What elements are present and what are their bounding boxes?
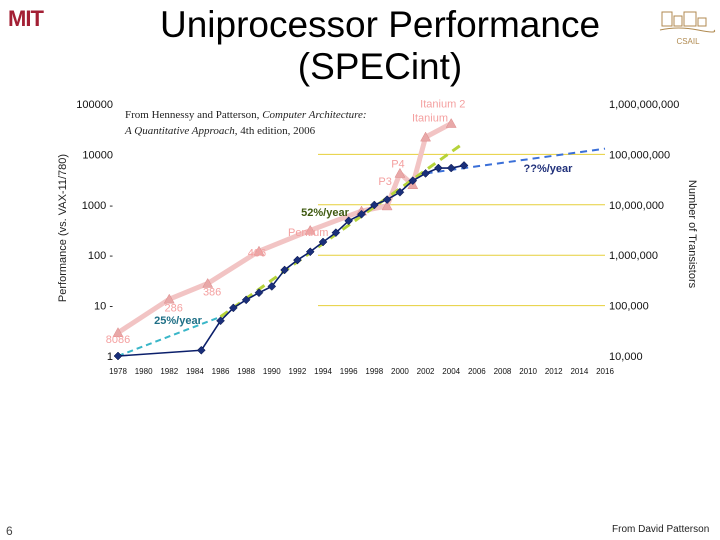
performance-point (113, 351, 123, 361)
performance-point (369, 200, 379, 210)
transistor-point (445, 118, 457, 128)
trend-label: 52%/year (301, 207, 349, 219)
mit-logo: MIT (8, 6, 44, 31)
y-tick-label: 10000 (82, 149, 113, 161)
x-tick-label: 2002 (417, 367, 435, 376)
x-tick-label: 1980 (135, 367, 153, 376)
trend-label: ??%/year (524, 163, 574, 175)
processor-label: 486 (248, 247, 266, 259)
y2-axis-label: Number of Transistors (686, 180, 698, 289)
y2-tick-label: 10,000 (609, 351, 643, 363)
x-tick-label: 2008 (494, 367, 512, 376)
series (112, 118, 606, 361)
y-tick-label: 100 - (88, 250, 113, 262)
csail-logo: CSAIL (659, 11, 716, 46)
page-number: 6 (6, 524, 13, 538)
y2-tick-label: 1,000,000 (609, 250, 658, 262)
performance-point (254, 288, 264, 298)
x-tick-label: 1978 (109, 367, 127, 376)
processor-label: Itanium 2 (420, 99, 465, 111)
transistor-point (420, 131, 432, 142)
processor-label: 286 (164, 303, 182, 315)
y2-tick-label: 100,000 (609, 301, 649, 313)
svg-text:CSAIL: CSAIL (676, 37, 700, 46)
y-tick-label: 10 - (94, 301, 113, 313)
processor-label: Itanium (412, 112, 448, 124)
performance-point (434, 163, 443, 173)
performance-point (421, 169, 430, 178)
x-tick-label: 2016 (596, 367, 614, 376)
title-line-2: (SPECint) (297, 46, 463, 87)
title-line-1: Uniprocessor Performance (159, 4, 601, 45)
performance-point (446, 163, 456, 173)
x-tick-label: 2006 (468, 367, 486, 376)
x-tick-label: 1984 (186, 367, 204, 376)
performance-point (357, 209, 366, 219)
processor-label: 386 (203, 286, 221, 298)
y-axis-label: Performance (vs. VAX-11/780) (57, 154, 69, 302)
transistor-point (381, 200, 393, 211)
performance-point (305, 247, 315, 257)
citation-line-2: A Quantitative Approach, 4th edition, 20… (124, 125, 316, 137)
x-tick-label: 1986 (212, 367, 230, 376)
performance-point (395, 187, 405, 197)
y2-tick-label: 1,000,000,000 (609, 99, 679, 111)
transistor-point (163, 293, 175, 304)
performance-point (459, 161, 469, 170)
trend-future-line (425, 147, 606, 175)
performance-point (344, 216, 354, 226)
processor-label: P4 (391, 158, 404, 170)
x-tick-label: 1998 (365, 367, 383, 376)
performance-point (280, 265, 289, 275)
x-tick-label: 1990 (263, 367, 281, 376)
y-tick-label: 1000 - (82, 200, 114, 212)
transistor-point (253, 245, 265, 256)
credit-text: From David Patterson (612, 524, 710, 535)
trend-52-line (219, 141, 465, 319)
performance-point (196, 345, 206, 355)
y-tick-label: 1 (107, 351, 113, 363)
transistor-point (202, 277, 214, 288)
x-tick-label: 1996 (340, 367, 358, 376)
transistor-point (394, 167, 406, 178)
x-tick-label: 1994 (314, 367, 332, 376)
citation-line-1: From Hennessy and Patterson, Computer Ar… (125, 109, 367, 121)
performance-point (241, 295, 251, 305)
performance-point (331, 228, 341, 238)
performance-point (382, 195, 392, 204)
performance-point (216, 316, 225, 326)
x-tick-label: 1992 (289, 367, 307, 376)
x-tick-label: 2012 (545, 367, 563, 376)
x-tick-label: 2010 (519, 367, 537, 376)
gridlines (318, 153, 605, 307)
axes: 1 10 - 100 - 1000 - 10000 100000 10,000 100,000… (76, 99, 679, 376)
x-tick-label: 2004 (442, 367, 460, 376)
x-tick-label: 2000 (391, 367, 409, 376)
processor-label: Pentium (288, 227, 328, 239)
transistor-point (112, 327, 124, 337)
y2-tick-label: 10,000,000 (609, 200, 664, 212)
performance-point (408, 176, 418, 185)
performance-point (318, 237, 328, 247)
x-tick-label: 1988 (237, 367, 255, 376)
processor-label: 8086 (106, 334, 130, 346)
y-tick-label: 100000 (76, 99, 113, 111)
x-tick-label: 2014 (570, 367, 588, 376)
page-title: Uniprocessor Performance (SPECint) (100, 4, 660, 88)
processor-label: P3 (378, 176, 391, 188)
performance-point (293, 255, 302, 265)
transistor-point (304, 224, 316, 235)
performance-line (117, 164, 465, 357)
x-tick-label: 1982 (160, 367, 178, 376)
trend-label: 25%/year (154, 315, 202, 327)
performance-point (267, 282, 277, 291)
performance-point (228, 303, 238, 313)
trend-25-line (117, 315, 221, 357)
y2-tick-label: 100,000,000 (609, 149, 670, 161)
